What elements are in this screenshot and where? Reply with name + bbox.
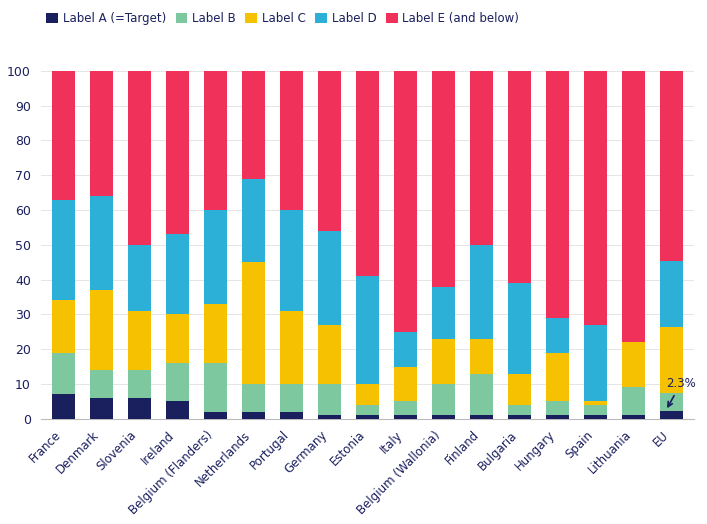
Bar xyxy=(52,395,75,419)
Bar xyxy=(242,412,264,419)
Bar xyxy=(356,71,379,276)
Bar xyxy=(432,339,455,384)
Bar xyxy=(90,196,112,290)
Bar xyxy=(394,332,416,367)
Bar xyxy=(52,300,75,353)
Bar xyxy=(622,387,645,416)
Bar xyxy=(90,398,112,419)
Bar xyxy=(280,384,303,412)
Bar xyxy=(318,325,341,384)
Bar xyxy=(356,416,379,419)
Bar xyxy=(128,370,151,398)
Bar xyxy=(622,416,645,419)
Bar xyxy=(204,363,227,412)
Bar xyxy=(318,416,341,419)
Bar xyxy=(128,71,151,245)
Bar xyxy=(128,245,151,311)
Bar xyxy=(660,328,683,394)
Bar xyxy=(356,405,379,416)
Bar xyxy=(128,311,151,370)
Bar xyxy=(280,71,303,210)
Bar xyxy=(660,261,683,328)
Bar xyxy=(394,71,416,332)
Bar xyxy=(90,290,112,370)
Bar xyxy=(470,416,493,419)
Bar xyxy=(546,71,569,318)
Bar xyxy=(546,401,569,416)
Bar xyxy=(90,71,112,196)
Bar xyxy=(394,401,416,416)
Bar xyxy=(356,384,379,405)
Bar xyxy=(470,339,493,374)
Bar xyxy=(166,314,189,363)
Bar xyxy=(508,283,531,374)
Bar xyxy=(432,71,455,287)
Bar xyxy=(470,245,493,339)
Bar xyxy=(280,412,303,419)
Bar xyxy=(660,394,683,411)
Bar xyxy=(128,398,151,419)
Bar xyxy=(52,71,75,200)
Bar xyxy=(584,401,607,405)
Bar xyxy=(622,342,645,387)
Bar xyxy=(546,353,569,401)
Bar xyxy=(584,416,607,419)
Bar xyxy=(318,71,341,231)
Bar xyxy=(166,234,189,314)
Bar xyxy=(584,71,607,325)
Bar xyxy=(90,370,112,398)
Bar xyxy=(242,384,264,412)
Bar xyxy=(204,71,227,210)
Bar xyxy=(204,210,227,304)
Bar xyxy=(394,416,416,419)
Bar xyxy=(508,374,531,405)
Bar xyxy=(584,405,607,416)
Bar xyxy=(660,71,683,261)
Bar xyxy=(546,416,569,419)
Bar xyxy=(242,179,264,262)
Bar xyxy=(584,325,607,401)
Bar xyxy=(432,287,455,339)
Bar xyxy=(204,412,227,419)
Bar xyxy=(394,367,416,401)
Bar xyxy=(470,71,493,245)
Bar xyxy=(166,401,189,419)
Bar xyxy=(280,210,303,311)
Bar xyxy=(432,384,455,416)
Bar xyxy=(432,416,455,419)
Bar xyxy=(318,384,341,416)
Bar xyxy=(622,71,645,342)
Bar xyxy=(242,262,264,384)
Bar xyxy=(204,304,227,363)
Bar xyxy=(508,405,531,416)
Bar xyxy=(508,71,531,283)
Bar xyxy=(546,318,569,353)
Bar xyxy=(318,231,341,325)
Bar xyxy=(356,276,379,384)
Bar xyxy=(280,311,303,384)
Legend: Label A (=Target), Label B, Label C, Label D, Label E (and below): Label A (=Target), Label B, Label C, Lab… xyxy=(47,12,520,25)
Bar xyxy=(166,363,189,401)
Bar xyxy=(52,353,75,395)
Bar xyxy=(166,71,189,234)
Text: 2.3%: 2.3% xyxy=(666,377,696,407)
Bar xyxy=(470,374,493,416)
Bar xyxy=(508,416,531,419)
Bar xyxy=(660,411,683,419)
Bar xyxy=(52,200,75,300)
Bar xyxy=(242,71,264,179)
